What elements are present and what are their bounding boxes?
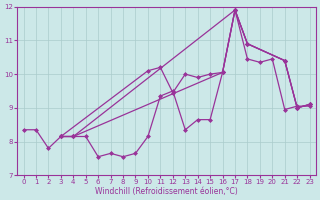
X-axis label: Windchill (Refroidissement éolien,°C): Windchill (Refroidissement éolien,°C) [95, 187, 238, 196]
